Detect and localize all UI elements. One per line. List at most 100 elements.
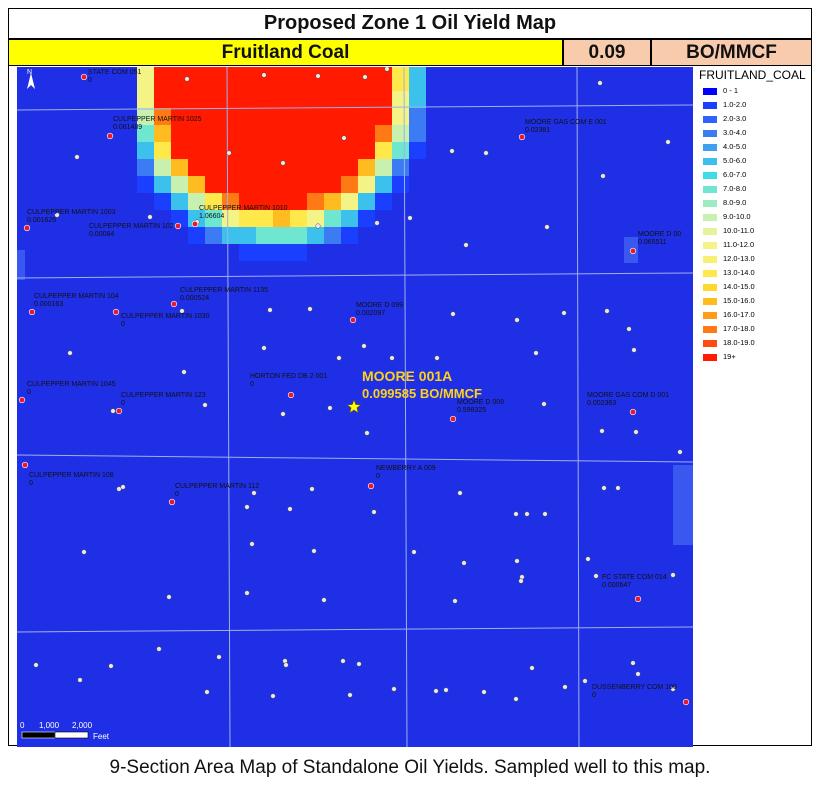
well-dot [599,428,605,434]
well-marker[interactable] [287,391,295,399]
well-marker[interactable] [168,498,176,506]
legend-label: 18.0-19.0 [723,338,755,347]
yield-cell [375,125,392,142]
highlight-well[interactable]: MOORE 001A 0.099585 BO/MMCF [346,368,482,414]
well-dot [481,689,487,695]
oil-yield-map[interactable]: STATE COM 051 0 CULPEPPER MARTIN 1025 0.061… [17,67,693,747]
yield-cell [171,74,188,91]
legend-label: 2.0-3.0 [723,114,747,123]
yield-cell [239,74,256,91]
well-marker[interactable] [629,408,637,416]
well-marker[interactable] [682,698,690,706]
legend-item: 11.0-12.0 [703,240,754,250]
well-marker[interactable] [106,132,114,140]
yield-cell [324,193,341,210]
yield-cell [154,193,171,210]
legend-item: 16.0-17.0 [703,310,755,320]
yield-cell [392,108,409,125]
yield-cell [256,67,273,74]
legend-item: 10.0-11.0 [703,226,754,236]
yield-cell [188,67,205,74]
well-dot [226,150,232,156]
yield-cell [256,244,273,261]
well-name: CULPEPPER MARTIN 1135 [180,287,268,294]
well-dot [561,310,567,316]
well-dot [33,662,39,668]
yield-cell [137,108,154,125]
yield-cell [222,227,239,244]
well-value: 0.001626 [27,217,56,224]
well-marker[interactable] [18,396,26,404]
yield-cell [290,91,307,108]
well-marker[interactable] [28,308,36,316]
yield-cell [409,108,426,125]
well-marker[interactable] [518,133,526,141]
legend-item: 17.0-18.0 [703,324,755,334]
well-dot [179,308,185,314]
well-dot [389,355,395,361]
legend-item: 13.0-14.0 [703,268,755,278]
well-marker[interactable] [367,482,375,490]
yield-cell [375,74,392,91]
well-marker[interactable] [634,595,642,603]
well-marker[interactable] [629,247,637,255]
yield-cell [273,91,290,108]
yield-cell [324,67,341,74]
yield-cell [307,74,324,91]
yield-cell [154,142,171,159]
yield-cell [154,125,171,142]
well-marker[interactable] [191,220,199,228]
well-name: MOORE GAS COM E 001 [525,119,607,126]
yield-cell [154,67,171,74]
well-dot [677,449,683,455]
well-marker[interactable] [21,461,29,469]
legend-swatch [703,269,717,277]
scale-label-0: 0 [20,721,25,730]
yield-cell [171,67,188,74]
legend-label: 11.0-12.0 [723,240,755,249]
yield-cell [222,210,239,227]
yield-cell [375,159,392,176]
legend-item: 2.0-3.0 [703,114,746,124]
well-dot [67,350,73,356]
legend-label: 0 - 1 [723,86,739,95]
scale-label-2000: 2,000 [72,721,93,730]
well-marker[interactable] [115,407,123,415]
well-dot [77,677,83,683]
yield-cell [375,176,392,193]
yield-cell [171,108,188,125]
yield-cell [222,108,239,125]
legend-swatch [703,185,717,193]
yield-cell [137,176,154,193]
well-dot [321,597,327,603]
well-marker[interactable] [170,300,178,308]
yield-cell [290,193,307,210]
legend-item: 3.0-4.0 [703,128,746,138]
well-marker[interactable] [23,224,31,232]
well-dot [156,646,162,652]
yield-cell [273,227,290,244]
legend-item: 19+ [703,352,736,362]
yield-cell [256,142,273,159]
well-dot [364,430,370,436]
yield-cell [239,193,256,210]
yield-cell [154,159,171,176]
well-value: 0.065511 [638,239,667,246]
well-dot [315,223,321,229]
well-name: CULPEPPER MARTIN 108 [29,472,114,479]
legend-label: 3.0-4.0 [723,128,747,137]
yield-cell [205,227,222,244]
well-marker[interactable] [349,316,357,324]
yield-cell [171,193,188,210]
well-marker[interactable] [80,73,88,81]
yield-cell [256,91,273,108]
well-marker[interactable] [112,308,120,316]
yield-cell [222,74,239,91]
well-marker[interactable] [174,222,182,230]
well-dot [434,355,440,361]
well-marker[interactable] [449,415,457,423]
yield-cell [392,74,409,91]
legend-label: 8.0-9.0 [723,198,747,207]
legend-swatch [703,311,717,319]
well-dot [108,663,114,669]
